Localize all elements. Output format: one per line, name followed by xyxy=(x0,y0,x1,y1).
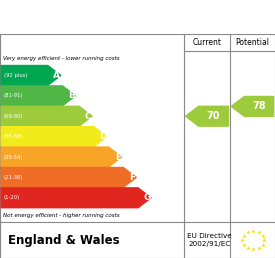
Text: C: C xyxy=(85,112,92,121)
Text: (69-80): (69-80) xyxy=(4,114,23,119)
Text: 70: 70 xyxy=(207,111,220,121)
Polygon shape xyxy=(1,147,122,167)
Text: D: D xyxy=(99,132,107,141)
Text: B: B xyxy=(68,91,75,100)
Polygon shape xyxy=(1,188,151,208)
Polygon shape xyxy=(1,86,76,106)
Text: Very energy efficient - lower running costs: Very energy efficient - lower running co… xyxy=(3,56,120,61)
Text: England & Wales: England & Wales xyxy=(8,234,120,247)
Text: 78: 78 xyxy=(252,101,266,111)
Text: EU Directive
2002/91/EC: EU Directive 2002/91/EC xyxy=(187,233,232,247)
Text: Energy Efficiency Rating: Energy Efficiency Rating xyxy=(7,10,198,24)
Text: F: F xyxy=(129,173,136,182)
Text: Not energy efficient - higher running costs: Not energy efficient - higher running co… xyxy=(3,213,120,218)
Polygon shape xyxy=(186,106,229,126)
Text: (92 plus): (92 plus) xyxy=(4,73,28,78)
Polygon shape xyxy=(1,106,92,126)
Polygon shape xyxy=(1,127,107,147)
Polygon shape xyxy=(1,66,61,85)
Text: G: G xyxy=(144,193,151,202)
Text: (55-68): (55-68) xyxy=(4,134,23,139)
Text: (81-91): (81-91) xyxy=(4,93,23,98)
Text: E: E xyxy=(115,152,121,162)
Text: Potential: Potential xyxy=(235,38,270,47)
Polygon shape xyxy=(231,96,274,116)
Polygon shape xyxy=(1,167,136,187)
Text: (39-54): (39-54) xyxy=(4,155,23,159)
Text: (21-38): (21-38) xyxy=(4,175,23,180)
Text: (1-20): (1-20) xyxy=(4,195,20,200)
Text: A: A xyxy=(53,71,60,80)
Text: Current: Current xyxy=(192,38,222,47)
